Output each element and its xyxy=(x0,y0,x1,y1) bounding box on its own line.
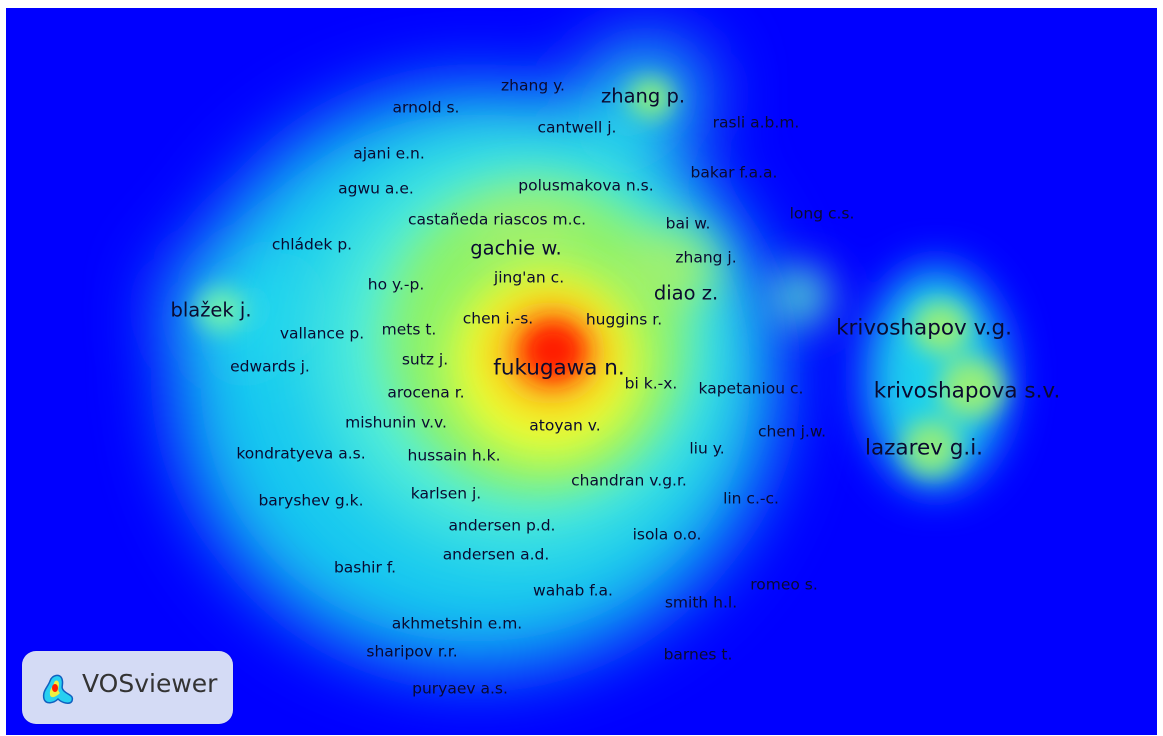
author-label[interactable]: chen i.-s. xyxy=(462,309,534,328)
author-label[interactable]: lin c.-c. xyxy=(723,489,779,508)
author-label[interactable]: krivoshapova s.v. xyxy=(873,378,1061,404)
author-label[interactable]: jing'an c. xyxy=(493,268,565,287)
vosviewer-logo-icon xyxy=(42,674,74,704)
author-label[interactable]: rasli a.b.m. xyxy=(712,113,800,132)
author-label[interactable]: bakar f.a.a. xyxy=(690,163,778,182)
author-label[interactable]: ajani e.n. xyxy=(353,144,425,163)
author-label[interactable]: mishunin v.v. xyxy=(345,413,447,432)
author-label[interactable]: isola o.o. xyxy=(632,525,702,544)
density-visualization[interactable]: zhang y. zhang p. arnold s. cantwell j. rasl… xyxy=(6,8,1157,735)
author-label[interactable]: kapetaniou c. xyxy=(698,379,804,398)
author-label[interactable]: arnold s. xyxy=(392,98,460,117)
author-label[interactable]: puryaev a.s. xyxy=(412,679,508,698)
author-label[interactable]: bai w. xyxy=(665,214,711,233)
author-label[interactable]: bashir f. xyxy=(333,558,397,577)
vosviewer-badge: VOSviewer xyxy=(22,651,233,724)
author-label[interactable]: atoyan v. xyxy=(529,416,601,435)
author-label[interactable]: akhmetshin e.m. xyxy=(391,614,523,633)
author-label[interactable]: lazarev g.i. xyxy=(864,435,984,461)
author-label[interactable]: liu y. xyxy=(689,439,725,458)
author-label[interactable]: smith h.l. xyxy=(664,593,738,612)
author-label[interactable]: vallance p. xyxy=(279,324,365,343)
author-label[interactable]: zhang j. xyxy=(675,248,737,267)
author-label[interactable]: sharipov r.r. xyxy=(366,642,458,661)
author-label[interactable]: karlsen j. xyxy=(410,484,482,503)
author-label[interactable]: agwu a.e. xyxy=(338,179,414,198)
author-label[interactable]: castañeda riascos m.c. xyxy=(407,210,587,229)
author-label[interactable]: diao z. xyxy=(653,281,719,305)
author-label[interactable]: huggins r. xyxy=(585,310,663,329)
author-label[interactable]: kondratyeva a.s. xyxy=(236,444,366,463)
author-label[interactable]: fukugawa n. xyxy=(493,355,625,381)
author-label[interactable]: krivoshapov v.g. xyxy=(836,315,1012,341)
author-label[interactable]: hussain h.k. xyxy=(407,446,501,465)
author-label[interactable]: zhang p. xyxy=(600,84,686,108)
author-label[interactable]: chandran v.g.r. xyxy=(571,471,687,490)
author-label[interactable]: cantwell j. xyxy=(537,118,617,137)
author-label[interactable]: andersen a.d. xyxy=(442,545,550,564)
author-label[interactable]: gachie w. xyxy=(470,236,562,260)
author-label[interactable]: wahab f.a. xyxy=(533,581,613,600)
author-label[interactable]: chen j.w. xyxy=(757,422,827,441)
author-label[interactable]: arocena r. xyxy=(387,383,465,402)
author-label[interactable]: baryshev g.k. xyxy=(258,491,364,510)
density-map xyxy=(166,43,1006,668)
author-label[interactable]: sutz j. xyxy=(401,350,449,369)
author-label[interactable]: polusmakova n.s. xyxy=(518,176,654,195)
author-label[interactable]: mets t. xyxy=(381,320,437,339)
author-label[interactable]: chládek p. xyxy=(271,235,353,254)
author-label[interactable]: romeo s. xyxy=(750,575,818,594)
author-label[interactable]: edwards j. xyxy=(230,357,310,376)
author-label[interactable]: ho y.-p. xyxy=(367,275,425,294)
author-label[interactable]: andersen p.d. xyxy=(448,516,556,535)
author-label[interactable]: zhang y. xyxy=(501,76,565,95)
app-name: VOSviewer xyxy=(82,669,218,698)
author-label[interactable]: blažek j. xyxy=(170,298,252,322)
author-label[interactable]: long c.s. xyxy=(789,204,855,223)
author-label[interactable]: bi k.-x. xyxy=(624,374,678,393)
author-label[interactable]: barnes t. xyxy=(663,645,733,664)
